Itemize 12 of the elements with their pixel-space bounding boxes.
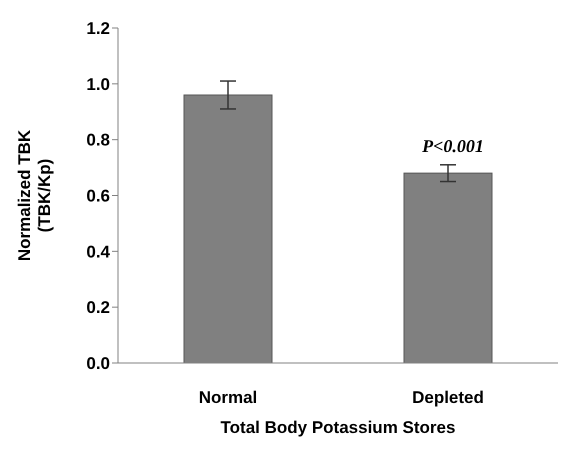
y-tick-label: 0.6 (86, 186, 110, 206)
x-axis-title: Total Body Potassium Stores (220, 418, 456, 437)
y-tick-label: 1.2 (86, 19, 110, 38)
annotation: P<0.001 (421, 136, 485, 157)
y-axis-title: Normalized TBK (TBK/Kp) (15, 129, 54, 262)
y-tick-label: 0.8 (86, 130, 110, 150)
x-tick-label: Normal (198, 388, 258, 408)
y-tick-label: 1.0 (86, 74, 110, 94)
y-tick-label: 0.0 (86, 354, 110, 374)
y-tick-label: 0.4 (86, 242, 111, 262)
y-tick-label: 0.2 (86, 298, 110, 318)
x-tick-label: Depleted (412, 388, 484, 408)
